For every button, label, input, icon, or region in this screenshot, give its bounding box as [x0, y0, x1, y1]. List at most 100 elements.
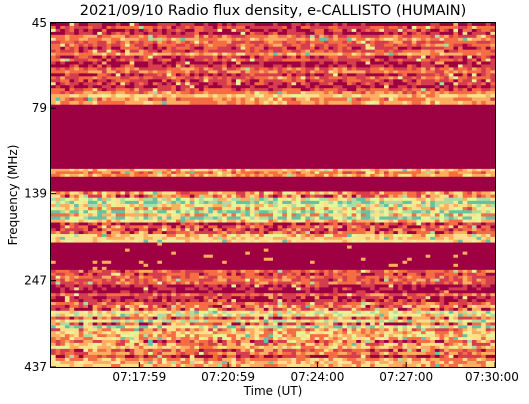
- heatmap-cell: [347, 85, 353, 89]
- heatmap-cell: [60, 79, 66, 83]
- heatmap-cell: [370, 43, 376, 48]
- heatmap-cell: [148, 171, 154, 175]
- heatmap-cell: [328, 61, 334, 65]
- heatmap-cell: [305, 25, 311, 30]
- heatmap-cell: [397, 239, 403, 243]
- heatmap-cell: [106, 197, 112, 202]
- heatmap-cell: [467, 254, 473, 259]
- heatmap-cell: [448, 222, 454, 226]
- heatmap-cell: [421, 239, 427, 243]
- heatmap-cell: [97, 31, 103, 36]
- heatmap-cell: [337, 55, 343, 59]
- heatmap-cell: [333, 194, 339, 199]
- heatmap-cell: [240, 207, 246, 211]
- heatmap-cell: [374, 55, 380, 59]
- heatmap-cell: [171, 79, 177, 83]
- heatmap-cell: [393, 82, 399, 86]
- heatmap-cell: [259, 203, 265, 208]
- heatmap-cell: [162, 239, 168, 243]
- heatmap-cell: [157, 52, 163, 56]
- heatmap-cell: [203, 197, 209, 202]
- heatmap-cell: [333, 25, 339, 30]
- heatmap-cell: [333, 191, 339, 195]
- heatmap-cell: [458, 210, 464, 214]
- heatmap-cell: [78, 207, 84, 211]
- heatmap-cell: [92, 219, 98, 223]
- heatmap-cell: [393, 210, 399, 214]
- heatmap-cell: [254, 91, 260, 95]
- heatmap-cell: [273, 58, 279, 62]
- heatmap-cell: [240, 85, 246, 89]
- heatmap-cell: [333, 94, 339, 98]
- heatmap-cell: [402, 248, 408, 253]
- heatmap-cell: [263, 76, 269, 80]
- heatmap-cell: [185, 222, 191, 226]
- heatmap-cell: [115, 168, 121, 172]
- heatmap-cell: [254, 61, 260, 65]
- heatmap-cell: [138, 97, 144, 102]
- heatmap-cell: [310, 248, 316, 253]
- heatmap-cell: [296, 97, 302, 102]
- heatmap-cell: [310, 236, 316, 241]
- heatmap-cell: [393, 200, 399, 205]
- heatmap-cell: [185, 207, 191, 211]
- heatmap-cell: [300, 234, 306, 238]
- heatmap-cell: [55, 61, 61, 65]
- heatmap-cell: [416, 55, 422, 59]
- heatmap-cell: [453, 91, 459, 95]
- heatmap-cell: [175, 82, 181, 86]
- heatmap-cell: [337, 173, 343, 177]
- heatmap-cell: [120, 85, 126, 89]
- heatmap-cell: [476, 43, 482, 48]
- heatmap-cell: [411, 203, 417, 208]
- heatmap-cell: [83, 79, 89, 83]
- heatmap-cell: [342, 64, 348, 68]
- heatmap-cell: [78, 94, 84, 98]
- heatmap-cell: [217, 234, 223, 238]
- heatmap-cell: [106, 216, 112, 221]
- heatmap-cell: [296, 61, 302, 65]
- heatmap-cell: [129, 79, 135, 83]
- heatmap-cell: [411, 242, 417, 246]
- heatmap-cell: [55, 43, 61, 48]
- heatmap-cell: [421, 82, 427, 86]
- heatmap-cell: [337, 46, 343, 51]
- heatmap-cell: [430, 173, 436, 177]
- heatmap-cell: [467, 228, 473, 232]
- heatmap-cell: [263, 82, 269, 86]
- heatmap-cell: [481, 239, 487, 243]
- heatmap-cell: [310, 88, 316, 92]
- heatmap-cell: [115, 94, 121, 98]
- heatmap-cell: [448, 88, 454, 92]
- heatmap-cell: [203, 254, 209, 259]
- heatmap-cell: [245, 61, 251, 65]
- heatmap-cell: [407, 79, 413, 83]
- heatmap-cell: [379, 23, 385, 27]
- heatmap-cell: [60, 46, 66, 51]
- heatmap-cell: [411, 88, 417, 92]
- heatmap-cell: [485, 219, 491, 223]
- heatmap-cell: [481, 73, 487, 77]
- heatmap-cell: [97, 43, 103, 48]
- heatmap-cell: [300, 49, 306, 54]
- heatmap-cell: [305, 61, 311, 65]
- heatmap-cell: [356, 203, 362, 208]
- heatmap-cell: [411, 23, 417, 27]
- heatmap-cell: [365, 228, 371, 232]
- heatmap-cell: [222, 58, 228, 62]
- heatmap-cell: [199, 234, 205, 238]
- heatmap-cell: [138, 55, 144, 59]
- heatmap-cell: [152, 94, 158, 98]
- heatmap-cell: [407, 216, 413, 221]
- heatmap-cell: [393, 67, 399, 71]
- heatmap-cell: [249, 79, 255, 83]
- heatmap-cell: [55, 231, 61, 235]
- heatmap-cell: [416, 79, 422, 83]
- heatmap-cell: [337, 94, 343, 98]
- heatmap-cell: [212, 200, 218, 205]
- heatmap-cell: [476, 82, 482, 86]
- heatmap-cell: [268, 55, 274, 59]
- heatmap-cell: [69, 23, 75, 27]
- heatmap-cell: [268, 88, 274, 92]
- heatmap-cell: [416, 197, 422, 202]
